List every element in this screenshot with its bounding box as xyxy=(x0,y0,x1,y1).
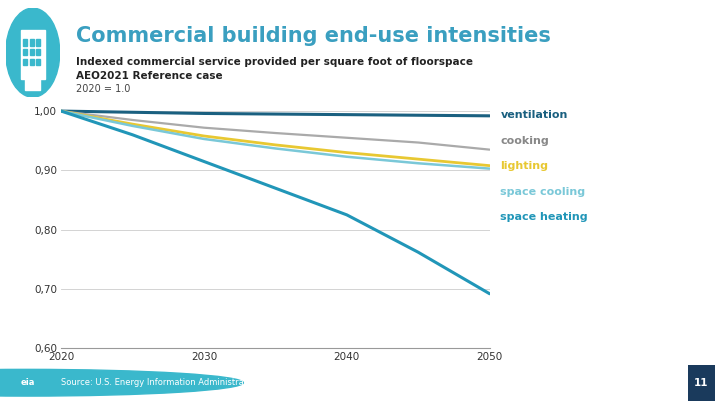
Bar xyxy=(30,59,34,65)
Bar xyxy=(23,49,27,55)
Text: Annual Energy Outlook 2021: Annual Energy Outlook 2021 xyxy=(261,378,382,387)
Bar xyxy=(30,39,34,45)
Bar xyxy=(23,39,27,45)
Bar xyxy=(23,59,27,65)
Text: 11: 11 xyxy=(694,378,708,388)
Text: 2020 = 1.0: 2020 = 1.0 xyxy=(76,84,130,94)
Circle shape xyxy=(0,366,301,400)
Text: (AEO2021): (AEO2021) xyxy=(364,378,413,387)
Bar xyxy=(36,49,40,55)
Text: cooking: cooking xyxy=(500,136,549,146)
Text: Indexed commercial service provided per square foot of floorspace: Indexed commercial service provided per … xyxy=(76,57,472,67)
Text: space heating: space heating xyxy=(500,213,588,222)
Text: www.eia.gov/aeo: www.eia.gov/aeo xyxy=(598,378,670,387)
Circle shape xyxy=(0,369,243,396)
Text: Source: U.S. Energy Information Administration,: Source: U.S. Energy Information Administ… xyxy=(61,378,266,387)
Bar xyxy=(21,30,45,79)
Bar xyxy=(36,39,40,45)
Circle shape xyxy=(6,8,60,97)
Text: AEO2021 Reference case: AEO2021 Reference case xyxy=(76,71,222,81)
Bar xyxy=(30,49,34,55)
FancyBboxPatch shape xyxy=(688,365,715,401)
Bar xyxy=(25,77,40,90)
Text: ventilation: ventilation xyxy=(500,111,568,120)
Bar xyxy=(36,59,40,65)
Text: space cooling: space cooling xyxy=(500,187,585,197)
Text: lighting: lighting xyxy=(500,162,549,171)
Text: Commercial building end-use intensities: Commercial building end-use intensities xyxy=(76,26,551,46)
Text: eia: eia xyxy=(20,378,35,387)
